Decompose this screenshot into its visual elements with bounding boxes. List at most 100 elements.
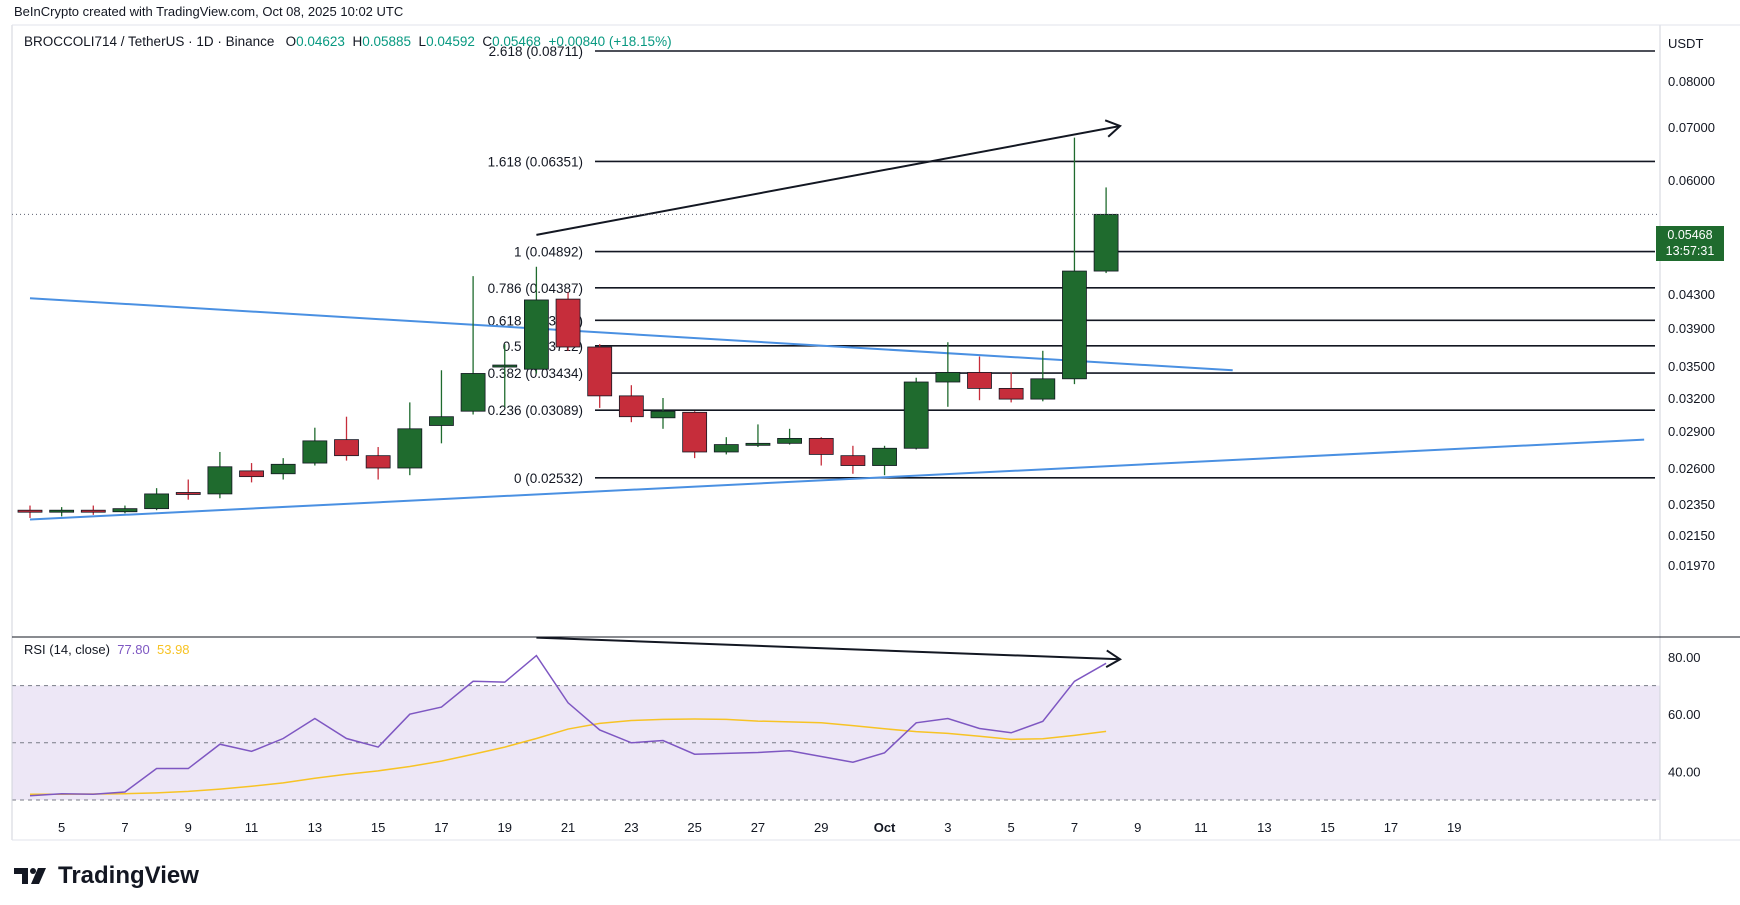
time-tick-label: 11 <box>245 820 259 835</box>
symbol-name: BROCCOLI714 / TetherUS · 1D · Binance <box>24 34 275 49</box>
candle-body <box>524 299 549 370</box>
candle-body <box>302 440 328 464</box>
last-price-countdown: 13:57:31 <box>1665 244 1715 258</box>
candle-body <box>429 416 454 426</box>
time-tick-label: 5 <box>1008 820 1015 835</box>
close-label: C <box>482 34 493 49</box>
open-label: O <box>285 34 297 49</box>
fib-level-label: 1 (0.04892) <box>514 245 583 260</box>
time-tick-label: 29 <box>814 820 828 835</box>
fib-level-label: 0.236 (0.03089) <box>488 403 583 418</box>
time-tick-label: 5 <box>58 820 65 835</box>
price-tick-label: 0.02350 <box>1668 497 1715 512</box>
candle-body <box>618 395 644 418</box>
candle-body <box>682 411 708 453</box>
candle-body <box>1093 213 1119 272</box>
time-tick-label: 9 <box>185 820 192 835</box>
fib-level-label: 2.618 (0.08711) <box>489 44 583 59</box>
time-tick-label: Oct <box>874 820 896 835</box>
candle-body <box>650 410 676 419</box>
low-value: 0.04592 <box>426 34 475 49</box>
candle-body <box>270 463 296 475</box>
time-tick-label: 13 <box>1257 820 1271 835</box>
time-tick-label: 7 <box>1071 820 1078 835</box>
time-tick-label: 25 <box>687 820 701 835</box>
candle-body <box>998 387 1024 400</box>
rsi-tick-label: 60.00 <box>1668 707 1701 722</box>
rsi-value: 77.80 <box>117 642 150 657</box>
rsi-tick-label: 40.00 <box>1668 764 1701 779</box>
candle-body <box>935 371 961 383</box>
candle-body <box>80 509 106 513</box>
symbol-legend: BROCCOLI714 / TetherUS · 1D · Binance O0… <box>24 34 672 49</box>
fib-level-label: 0.382 (0.03434) <box>488 366 583 381</box>
rsi-lower-high-arrow <box>536 636 1123 669</box>
currency-label: USDT <box>1668 36 1703 51</box>
time-tick-label: 15 <box>371 820 385 835</box>
time-tick-label: 15 <box>1320 820 1334 835</box>
trendline-lower <box>29 438 1645 521</box>
price-tick-label: 0.07000 <box>1668 120 1715 135</box>
rsi-title: RSI (14, close) <box>24 642 110 657</box>
arrow-shaft <box>536 125 1121 236</box>
time-tick-label: 21 <box>561 820 575 835</box>
rsi-legend: RSI (14, close) 77.80 53.98 <box>24 642 190 657</box>
last-price-tag: 0.05468 13:57:31 <box>1656 226 1724 261</box>
arrow-shaft <box>536 636 1121 661</box>
change-value: +0.00840 (+18.15%) <box>548 34 672 49</box>
candle-body <box>1062 270 1087 380</box>
price-tick-label: 0.03200 <box>1668 391 1715 406</box>
time-tick-label: 27 <box>751 820 765 835</box>
candle-body <box>840 455 866 466</box>
rsi-line <box>29 654 1107 797</box>
fib-level-label: 0.786 (0.04387) <box>488 281 583 296</box>
time-tick-label: 23 <box>624 820 638 835</box>
low-label: L <box>418 34 427 49</box>
high-label: H <box>352 34 363 49</box>
candle-body <box>460 373 486 412</box>
arrow-head <box>1104 119 1122 138</box>
time-tick-label: 13 <box>308 820 322 835</box>
candle-body <box>587 346 613 397</box>
candle-body <box>872 447 897 466</box>
time-tick-label: 7 <box>121 820 128 835</box>
rsi-tick-label: 80.00 <box>1668 650 1701 665</box>
price-tick-label: 0.02900 <box>1668 424 1715 439</box>
price-tick-label: 0.04300 <box>1668 287 1715 302</box>
brand-name: TradingView <box>58 862 199 889</box>
time-tick-label: 11 <box>1194 820 1208 835</box>
fib-level-label: 1.618 (0.06351) <box>488 154 583 169</box>
candle-body <box>967 371 992 389</box>
time-tick-label: 9 <box>1134 820 1141 835</box>
high-value: 0.05885 <box>362 34 412 49</box>
open-value: 0.04623 <box>296 34 345 49</box>
time-tick-label: 17 <box>434 820 448 835</box>
price-tick-label: 0.08000 <box>1668 74 1715 89</box>
candle-body <box>334 439 359 457</box>
time-tick-label: 19 <box>498 820 512 835</box>
candle-body <box>207 466 233 495</box>
price-tick-label: 0.02150 <box>1668 528 1715 543</box>
time-tick-label: 3 <box>944 820 951 835</box>
tradingview-logo[interactable]: TradingView <box>14 862 199 890</box>
arrow-head <box>1105 649 1123 669</box>
candle-body <box>745 442 771 446</box>
candle-body <box>713 444 739 453</box>
candle-body <box>1030 378 1056 400</box>
tradingview-logo-icon <box>14 868 46 884</box>
close-value: 0.05468 <box>492 34 541 49</box>
candle-body <box>777 437 802 444</box>
candle-body <box>175 492 201 495</box>
candle-body <box>239 470 264 478</box>
candle-body <box>555 298 581 348</box>
candle-body <box>112 508 138 513</box>
last-price-value: 0.05468 <box>1667 228 1713 242</box>
fib-level-label: 0 (0.02532) <box>514 471 583 486</box>
rsi-ma-value: 53.98 <box>157 642 190 657</box>
rsi-ma-line <box>30 718 1107 796</box>
chart-attribution: BeInCrypto created with TradingView.com,… <box>14 4 404 19</box>
time-tick-label: 17 <box>1384 820 1398 835</box>
price-higher-high-arrow <box>536 119 1122 236</box>
price-tick-label: 0.06000 <box>1668 173 1715 188</box>
